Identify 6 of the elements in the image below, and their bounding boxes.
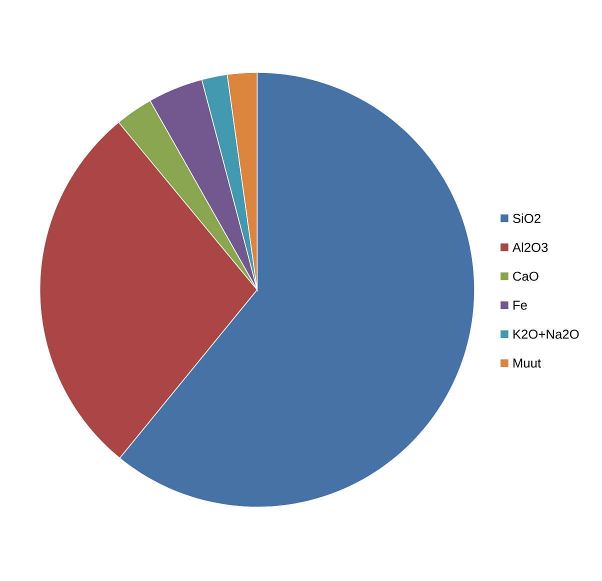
- legend-label: CaO: [513, 271, 538, 281]
- legend-label: SiO2: [513, 213, 540, 223]
- legend-label: Al2O3: [512, 242, 548, 252]
- legend-label: Fe: [513, 300, 527, 310]
- legend-label: Muut: [513, 358, 541, 368]
- legend-label: K2O+Na2O: [513, 329, 579, 339]
